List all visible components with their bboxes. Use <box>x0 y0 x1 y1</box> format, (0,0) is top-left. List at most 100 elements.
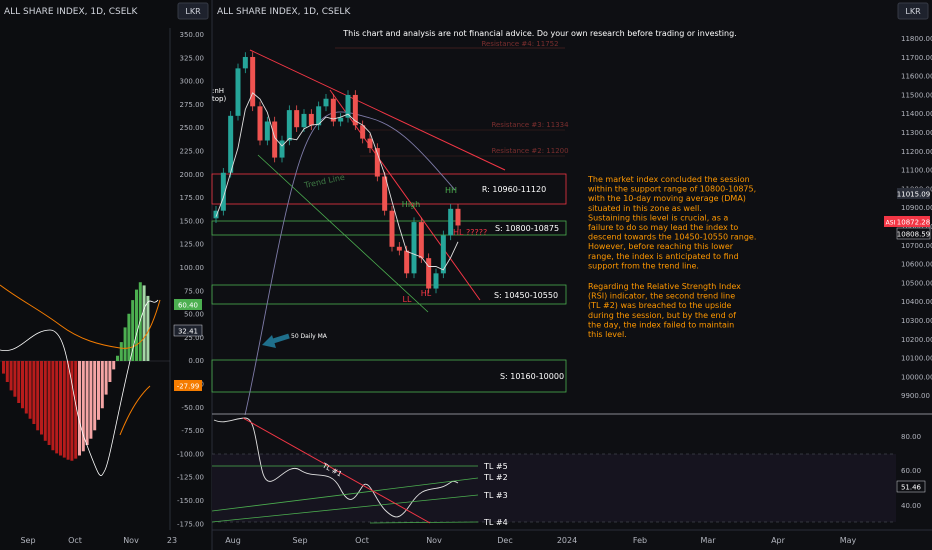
left-y-tick: -175.00 <box>177 520 204 528</box>
svg-text:60.40: 60.40 <box>178 302 198 310</box>
candle-body <box>264 121 270 141</box>
histogram-bar <box>36 361 40 431</box>
left-y-tick: -125.00 <box>177 474 204 482</box>
badge-minus-27-99: -27.99 <box>174 380 202 391</box>
left-currency-button[interactable]: LKR <box>177 2 209 20</box>
rsi-badge: 51.46 <box>896 480 926 493</box>
histogram-bar <box>104 361 108 395</box>
price-tick: 11800.00 <box>901 35 932 43</box>
price-tick: 11700.00 <box>901 54 932 62</box>
zone-resistance: R: 10960-11120 <box>211 173 567 205</box>
candle-body <box>220 172 226 211</box>
histogram-bar <box>112 361 116 370</box>
svg-text:LKR: LKR <box>905 7 921 16</box>
rsi-axis: 80.00 60.00 40.00 <box>901 433 921 510</box>
left-y-tick: -75.00 <box>181 427 204 435</box>
price-tick: 10000.00 <box>901 373 932 381</box>
left-y-tick: 50.00 <box>184 311 204 319</box>
left-y-tick: 225.00 <box>180 148 205 156</box>
pivot-ll-label: LL <box>403 295 412 304</box>
histogram-bar <box>47 361 51 445</box>
candle-body <box>228 115 234 173</box>
candle-body <box>404 250 410 274</box>
rsi-tl5-label: TL #5 <box>483 462 508 471</box>
histogram-bar <box>5 361 9 382</box>
support-trendline <box>257 154 429 313</box>
price-badge-high: 11015.09 <box>897 188 930 199</box>
candle-body <box>426 258 432 289</box>
badge-32-41: 32.41 <box>173 324 203 337</box>
candle-body <box>213 210 219 219</box>
zone-s3-label: S: 10160-10000 <box>500 372 564 381</box>
analysis-paragraph-1: The market index concluded the session wi… <box>587 175 756 270</box>
histogram-bar <box>116 355 119 361</box>
pivot-hh-label: HH <box>445 186 457 195</box>
pivot-hl-label: HL <box>421 289 432 298</box>
left-y-tick: 250.00 <box>180 124 205 132</box>
candle-body <box>330 98 336 122</box>
time-tick: Nov <box>426 536 442 545</box>
histogram-bar <box>146 295 150 361</box>
left-y-tick: 325.00 <box>180 54 205 62</box>
candle-body <box>257 106 263 141</box>
disclaimer: This chart and analysis are not financia… <box>342 29 736 38</box>
histogram-bar <box>78 361 81 456</box>
left-x-tick: 23 <box>167 536 177 545</box>
zone-r-label: R: 10960-11120 <box>482 185 546 194</box>
price-tick: 10600.00 <box>901 261 932 269</box>
left-x-tick: Sep <box>20 536 35 545</box>
left-y-tick: -50.00 <box>181 404 204 412</box>
time-tick: Oct <box>355 536 369 545</box>
descending-resistance-trendline <box>249 49 506 171</box>
histogram-bar <box>142 285 146 361</box>
histogram-bar <box>55 361 59 454</box>
histogram-bar <box>9 361 13 391</box>
histogram-bar <box>127 313 131 361</box>
rsi-line <box>213 417 459 518</box>
rsi-tl2-label: TL #2 <box>483 473 508 482</box>
left-y-tick: 200.00 <box>180 171 205 179</box>
time-tick: Feb <box>633 536 647 545</box>
candle-body <box>279 140 285 158</box>
dma10-line <box>215 92 459 271</box>
price-tick: 10700.00 <box>901 242 932 250</box>
time-tick: Dec <box>497 536 512 545</box>
analysis-paragraph-2: Regarding the Relative Strength Index (RS… <box>588 282 741 339</box>
edge-text-2: top) <box>212 95 226 103</box>
time-tick: Apr <box>771 536 786 545</box>
candle-body <box>433 273 439 289</box>
histogram-bar <box>70 361 74 461</box>
histogram-bar <box>59 361 62 456</box>
histogram-bar <box>89 361 93 439</box>
histogram-bar <box>13 361 17 397</box>
zone-s2-label: S: 10450-10550 <box>494 291 558 300</box>
main-currency-button[interactable]: LKR <box>897 2 929 20</box>
candle-body <box>440 235 446 274</box>
rsi-tl4-label: TL #4 <box>483 518 508 527</box>
histogram-bar <box>43 361 47 441</box>
rsi-tick: 80.00 <box>901 433 921 441</box>
histogram-bar <box>108 361 112 382</box>
price-tick: 11500.00 <box>901 91 932 99</box>
candle-body <box>316 106 322 126</box>
histogram-bar <box>123 327 127 361</box>
histogram-bar <box>32 361 36 424</box>
histogram-bar <box>85 361 89 445</box>
time-axis: Aug Sep Oct Nov Dec 2024 Feb Mar Apr May <box>225 536 856 545</box>
candle-body <box>250 56 256 107</box>
left-y-tick: -100.00 <box>177 450 204 458</box>
svg-text:11015.09: 11015.09 <box>897 191 930 199</box>
candle-body <box>411 222 417 274</box>
histogram-bar <box>51 361 55 451</box>
candles <box>213 52 461 294</box>
pivot-hl-question-label: HL ????? <box>453 228 487 237</box>
left-panel: ALL SHARE INDEX, 1D, CSELK LKR 350.00 325… <box>0 0 212 550</box>
time-tick: May <box>840 536 857 545</box>
histogram-bar <box>66 361 70 460</box>
main-panel-title: ALL SHARE INDEX, 1D, CSELK <box>217 7 351 17</box>
histogram-bar <box>81 361 85 452</box>
candle-body <box>301 113 307 128</box>
edge-text-1: :nH <box>212 87 224 95</box>
pivot-high-label: High <box>402 200 420 209</box>
